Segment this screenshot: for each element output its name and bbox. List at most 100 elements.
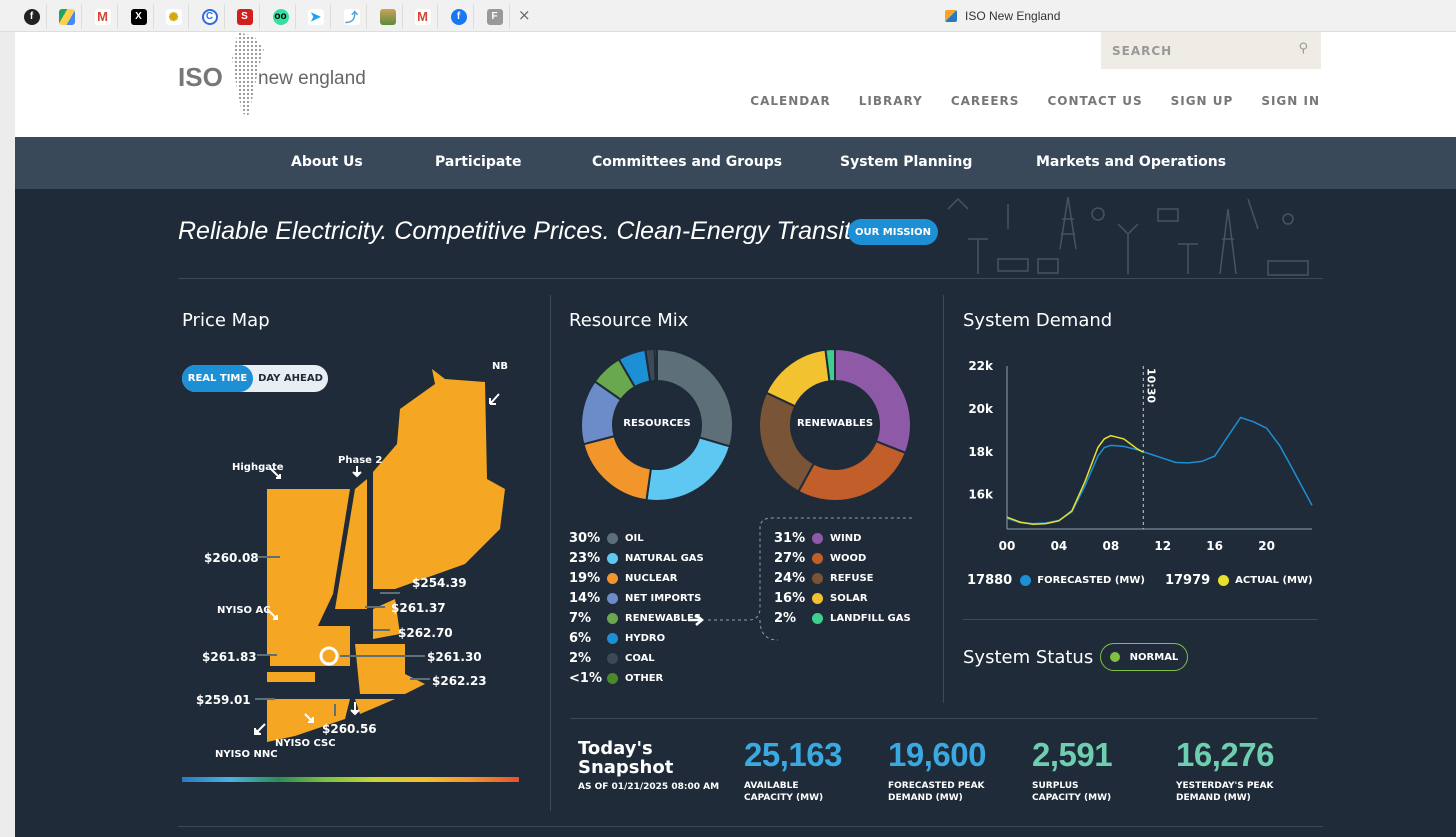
x-icon: X	[130, 8, 147, 25]
renewables-slice-wood[interactable]	[797, 439, 907, 502]
stat-label-line1: YESTERDAY'S PEAK	[1176, 781, 1274, 791]
stat-label-line2: CAPACITY (MW)	[1032, 793, 1112, 803]
x-tick-label: 00	[999, 539, 1016, 553]
legend-row-refuse[interactable]: 24% REFUSE	[774, 571, 874, 586]
map-zone-ri	[355, 699, 395, 714]
renewables-donut[interactable]	[757, 347, 913, 503]
pinned-tab-facebook[interactable]: f	[444, 4, 474, 29]
snapshot-title: Today's Snapshot	[578, 738, 674, 778]
pinned-tab-c[interactable]: C	[195, 4, 225, 29]
arrow-nb-icon	[489, 393, 500, 405]
util-link-library[interactable]: LIBRARY	[858, 94, 923, 108]
legend-label: OIL	[625, 533, 644, 544]
pinned-tab-gmail-2[interactable]: M	[408, 4, 438, 29]
pinned-tab-f[interactable]: F	[480, 4, 510, 29]
legend-label: NET IMPORTS	[625, 593, 702, 604]
legend-row-oil[interactable]: 30% OIL	[569, 531, 644, 546]
legend-row-landfill-gas[interactable]: 2% LANDFILL GAS	[774, 611, 911, 626]
util-link-sign-in[interactable]: SIGN IN	[1261, 94, 1320, 108]
renewables-slice-landfill-gas[interactable]	[824, 347, 836, 383]
legend-row-natural-gas[interactable]: 23% NATURAL GAS	[569, 551, 704, 566]
stat-label-line2: DEMAND (MW)	[888, 793, 963, 803]
resources-slice-oil[interactable]	[656, 347, 734, 448]
stat-label-line1: FORECASTED PEAK	[888, 781, 985, 791]
legend-pct: 31%	[774, 531, 806, 546]
resources-slice-other[interactable]	[653, 347, 658, 383]
pinned-tab-lightbulb[interactable]: ✺	[159, 4, 189, 29]
legend-row-renewables[interactable]: 7% RENEWABLES	[569, 611, 701, 626]
pinned-tab-drive[interactable]	[52, 4, 82, 29]
pinned-tab-x[interactable]: X	[124, 4, 154, 29]
legend-dot-icon	[607, 553, 618, 564]
nav-about-us[interactable]: About Us	[291, 154, 363, 170]
nav-committees[interactable]: Committees and Groups	[592, 154, 783, 170]
legend-pct: 16%	[774, 591, 806, 606]
day-ahead-toggle[interactable]: DAY AHEAD	[258, 373, 323, 384]
google-drive-icon	[58, 8, 75, 25]
legend-row-solar[interactable]: 16% SOLAR	[774, 591, 868, 606]
our-mission-button[interactable]: OUR MISSION	[848, 219, 938, 245]
renewables-slice-refuse[interactable]	[758, 391, 816, 493]
price-nema[interactable]: $262.70	[398, 626, 453, 640]
series-line-actual[interactable]	[1006, 434, 1144, 526]
legend-row-net-imports[interactable]: 14% NET IMPORTS	[569, 591, 701, 606]
window-edge	[0, 32, 15, 837]
legend-row-other[interactable]: <1% OTHER	[569, 671, 663, 686]
legend-dot-icon	[607, 593, 618, 604]
real-time-toggle[interactable]: REAL TIME	[182, 365, 253, 392]
util-link-calendar[interactable]: CALENDAR	[750, 94, 831, 108]
system-status-badge[interactable]: NORMAL	[1100, 643, 1188, 671]
s-red-icon: S	[236, 8, 253, 25]
legend-row-wind[interactable]: 31% WIND	[774, 531, 861, 546]
pinned-tab-twitter[interactable]: ➤	[301, 4, 331, 29]
legend-dot-icon	[812, 553, 823, 564]
util-link-sign-up[interactable]: SIGN UP	[1170, 94, 1234, 108]
price-ct[interactable]: $259.01	[196, 693, 251, 707]
snapshot-divider	[570, 718, 1318, 719]
price-vt[interactable]: $260.08	[204, 551, 259, 565]
util-link-contact-us[interactable]: CONTACT US	[1047, 94, 1143, 108]
stat-surplus-capacity-label: SURPLUS CAPACITY (MW)	[1032, 780, 1111, 804]
pinned-tab-chart[interactable]: ⤴	[337, 4, 367, 29]
price-me[interactable]: $254.39	[412, 576, 467, 590]
f-gray-icon: F	[486, 8, 503, 25]
lightbulb-icon: ✺	[165, 8, 182, 25]
legend-pct: 19%	[569, 571, 601, 586]
price-wcma[interactable]: $261.83	[202, 650, 257, 664]
nav-system-planning[interactable]: System Planning	[840, 154, 973, 170]
nav-markets-operations[interactable]: Markets and Operations	[1036, 154, 1227, 170]
chart-icon: ⤴	[343, 8, 360, 25]
resources-slice-natural-gas[interactable]	[645, 436, 732, 502]
iso-logo[interactable]: ISO new england	[178, 32, 378, 117]
legend-row-coal[interactable]: 2% COAL	[569, 651, 655, 666]
resource-mix-title: Resource Mix	[569, 310, 689, 331]
pinned-tab-feedly[interactable]: f	[17, 4, 47, 29]
pinned-tab-gmail[interactable]: M	[88, 4, 118, 29]
renewables-slice-wind[interactable]	[834, 347, 912, 455]
pinned-tab-s[interactable]: S	[230, 4, 260, 29]
resources-donut[interactable]	[579, 347, 735, 503]
price-ct-south[interactable]: $260.56	[322, 722, 377, 736]
price-nh[interactable]: $261.37	[391, 601, 446, 615]
x-tick-label: 08	[1102, 539, 1119, 553]
pinned-tab-tripadvisor[interactable]: oo	[266, 4, 296, 29]
legend-row-nuclear[interactable]: 19% NUCLEAR	[569, 571, 677, 586]
legend-row-wood[interactable]: 27% WOOD	[774, 551, 866, 566]
price-ri[interactable]: $262.23	[432, 674, 487, 688]
legend-dot-icon	[607, 633, 618, 644]
legend-row-hydro[interactable]: 6% HYDRO	[569, 631, 665, 646]
search-input[interactable]: SEARCH ⚲	[1101, 32, 1321, 69]
active-tab[interactable]: ISO New England	[945, 9, 1060, 23]
series-line-forecast[interactable]	[1006, 416, 1313, 525]
now-label: 10:30	[1144, 368, 1157, 403]
renewables-slice-solar[interactable]	[764, 348, 831, 408]
util-link-careers[interactable]: CAREERS	[950, 94, 1020, 108]
legend-label: COAL	[625, 653, 655, 664]
nav-participate[interactable]: Participate	[435, 154, 522, 170]
resources-slice-nuclear[interactable]	[582, 434, 653, 502]
search-icon[interactable]: ⚲	[1298, 41, 1309, 56]
system-demand-chart[interactable]: 22k 20k 18k 16k 00 04 08 12 16 20 10:30	[960, 354, 1320, 554]
pinned-tab-image[interactable]	[373, 4, 403, 29]
price-sema[interactable]: $261.30	[427, 650, 482, 664]
close-tab-icon[interactable]: ×	[518, 6, 531, 24]
